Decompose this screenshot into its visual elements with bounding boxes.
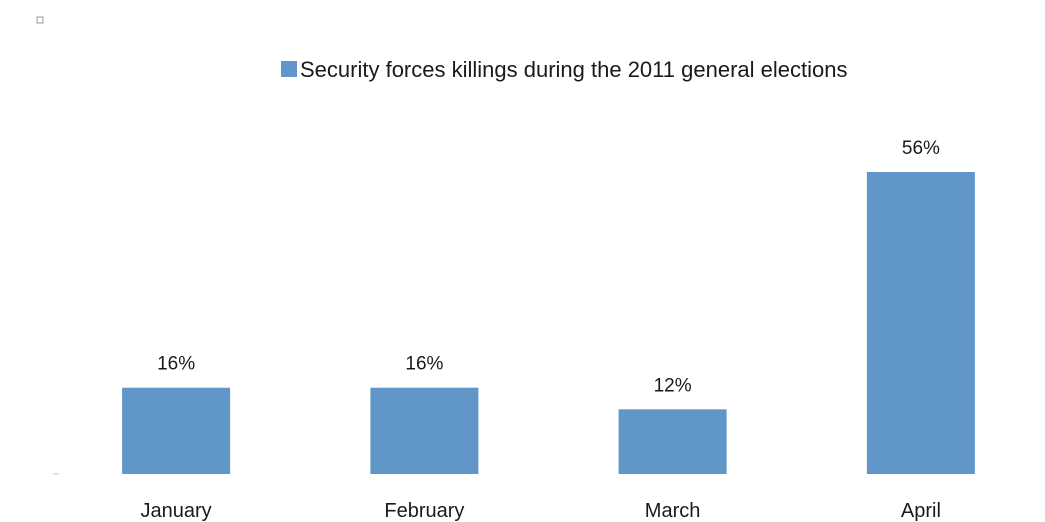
category-label-march: March bbox=[645, 500, 701, 522]
data-labels-group: 16% 16% 12% 56% bbox=[157, 138, 940, 396]
legend-swatch bbox=[281, 61, 297, 77]
data-label-february: 16% bbox=[405, 354, 443, 375]
data-label-march: 12% bbox=[654, 375, 692, 396]
category-label-february: February bbox=[384, 500, 464, 522]
category-label-april: April bbox=[901, 500, 941, 522]
category-label-january: January bbox=[141, 500, 212, 522]
corner-marker bbox=[36, 16, 44, 24]
bar-march bbox=[618, 409, 727, 474]
bar-january bbox=[122, 387, 231, 474]
legend-label: Security forces killings during the 2011… bbox=[300, 57, 847, 82]
data-label-april: 56% bbox=[902, 138, 940, 159]
bars-group bbox=[122, 172, 975, 474]
bar-april bbox=[866, 172, 975, 474]
category-labels-group: January February March April bbox=[141, 500, 941, 522]
legend: Security forces killings during the 2011… bbox=[281, 57, 847, 82]
data-label-january: 16% bbox=[157, 354, 195, 375]
bar-february bbox=[370, 387, 479, 474]
